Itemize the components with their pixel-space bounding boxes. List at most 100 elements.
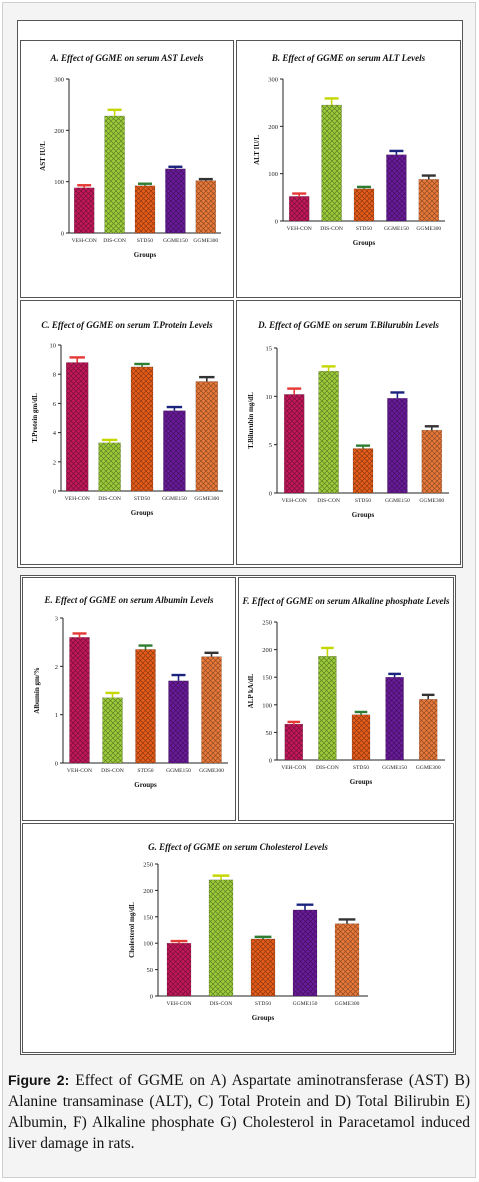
chart-d-ylabel: T.Bilurubin mg/dL	[247, 392, 255, 449]
x-tick-label: GGME300	[419, 498, 444, 504]
chart-a-title: A. Effect of GGME on serum AST Levels	[50, 53, 204, 63]
bar-veh-con	[166, 942, 192, 997]
y-tick-label: 100	[262, 702, 272, 709]
chart-e: E. Effect of GGME on serum Albumin Level…	[33, 595, 228, 789]
y-tick-label: 200	[54, 128, 64, 135]
chart-c-ylabel: T.Protein gm/dL	[31, 393, 39, 443]
x-tick-label: VEH-CON	[67, 768, 92, 774]
bar-ggme300	[418, 179, 440, 222]
bar-ggme150	[385, 676, 404, 761]
x-tick-label: GGME300	[416, 765, 441, 771]
x-tick-label: VEH-CON	[281, 765, 306, 771]
bar-ggme300	[195, 381, 219, 492]
bar-std50	[352, 448, 374, 494]
chart-f-ylabel: ALP kA/dL	[247, 673, 255, 708]
chart-e-title: E. Effect of GGME on serum Albumin Level…	[43, 595, 214, 605]
chart-b: B. Effect of GGME on serum ALT Levels 0 10…	[253, 53, 445, 247]
y-tick-label: 200	[262, 647, 272, 654]
panel-d: D. Effect of GGME on serum T.Bilurubin L…	[236, 300, 461, 565]
bar-ggme150	[386, 154, 407, 222]
chart-g: G. Effect of GGME on serum Cholesterol L…	[128, 842, 368, 1022]
x-tick-label: GGME300	[194, 496, 219, 502]
x-tick-label: GGME300	[416, 226, 441, 232]
chart-d: D. Effect of GGME on serum T.Bilurubin L…	[247, 320, 449, 519]
x-tick-label: GGME150	[163, 238, 188, 244]
chart-c-xlabel: Groups	[131, 509, 154, 517]
bar-std50	[353, 188, 375, 222]
chart-d-xlabel: Groups	[352, 511, 375, 519]
bar-ggme300	[418, 699, 438, 761]
x-tick-label: STD50	[137, 238, 153, 244]
x-tick-label: GGME300	[193, 238, 218, 244]
x-tick-label: GGME150	[382, 765, 407, 771]
y-tick-label: 1	[55, 712, 58, 719]
bar-ggme300	[201, 656, 222, 764]
x-tick-label: DIS-CON	[210, 1001, 233, 1007]
x-tick-label: VEH-CON	[287, 226, 312, 232]
bar-ggme150	[165, 168, 186, 234]
x-tick-label: VEH-CON	[166, 1001, 191, 1007]
y-tick-label: 150	[262, 675, 272, 682]
chart-e-xlabel: Groups	[134, 781, 157, 789]
bar-std50	[135, 649, 156, 764]
bar-dis-con	[104, 115, 125, 234]
chart-e-ylabel: Albumin gm/%	[33, 667, 41, 713]
chart-b-ylabel: ALT IU/L	[253, 135, 261, 165]
y-tick-label: 0	[53, 489, 56, 496]
caption-text: Effect of GGME on A) Aspartate aminotran…	[8, 1072, 470, 1152]
chart-b-xlabel: Groups	[353, 239, 376, 247]
chart-a: A. Effect of GGME on serum AST Levels 0 10…	[39, 53, 221, 259]
panel-f: F. Effect of GGME on serum Alkaline phos…	[238, 577, 454, 821]
bar-dis-con	[208, 879, 234, 997]
x-tick-label: STD50	[355, 498, 371, 504]
bar-dis-con	[318, 655, 337, 761]
bar-std50	[130, 366, 154, 492]
panel-a: A. Effect of GGME on serum AST Levels 0 10…	[20, 40, 234, 298]
y-tick-label: 100	[143, 941, 153, 948]
panel-e: E. Effect of GGME on serum Albumin Level…	[22, 577, 236, 821]
y-tick-label: 50	[266, 730, 273, 737]
chart-c: C. Effect of GGME on serum T.Protein Lev…	[31, 320, 223, 517]
bar-veh-con	[284, 723, 304, 761]
chart-g-xlabel: Groups	[252, 1014, 275, 1022]
bar-veh-con	[73, 187, 95, 234]
bar-ggme300	[421, 429, 443, 494]
y-tick-label: 2	[55, 664, 58, 671]
bar-veh-con	[65, 362, 89, 492]
y-tick-label: 300	[268, 77, 278, 84]
bar-std50	[134, 185, 156, 234]
figure-caption: Figure 2: Effect of GGME on A) Aspartate…	[8, 1070, 470, 1154]
y-tick-label: 0	[61, 231, 64, 238]
y-tick-label: 100	[54, 179, 64, 186]
y-tick-label: 200	[268, 124, 278, 131]
x-tick-label: DIS-CON	[317, 498, 340, 504]
y-tick-label: 0	[150, 994, 153, 1001]
chart-f: F. Effect of GGME on serum Alkaline phos…	[241, 596, 450, 786]
x-tick-label: STD50	[137, 768, 153, 774]
x-tick-label: DIS-CON	[98, 496, 121, 502]
x-tick-label: VEH-CON	[282, 498, 307, 504]
x-tick-label: GGME300	[335, 1001, 360, 1007]
x-tick-label: VEH-CON	[65, 496, 90, 502]
x-tick-label: VEH-CON	[72, 238, 97, 244]
panel-c: C. Effect of GGME on serum T.Protein Lev…	[20, 300, 234, 565]
y-tick-label: 10	[266, 394, 273, 401]
bar-ggme150	[168, 680, 189, 764]
x-tick-label: GGME300	[199, 768, 224, 774]
x-tick-label: GGME150	[385, 498, 410, 504]
chart-f-title: F. Effect of GGME on serum Alkaline phos…	[241, 596, 450, 606]
chart-a-xlabel: Groups	[134, 251, 157, 259]
x-tick-label: GGME150	[162, 496, 187, 502]
x-tick-label: STD50	[255, 1001, 271, 1007]
bar-veh-con	[69, 637, 90, 764]
y-tick-label: 6	[53, 401, 57, 408]
bar-dis-con	[321, 104, 342, 222]
bar-dis-con	[98, 442, 121, 492]
y-tick-label: 250	[143, 862, 153, 869]
y-tick-label: 0	[55, 761, 58, 768]
y-tick-label: 8	[53, 372, 56, 379]
y-tick-label: 50	[147, 967, 154, 974]
bar-dis-con	[102, 697, 123, 764]
bar-ggme150	[387, 398, 408, 494]
y-tick-label: 3	[55, 616, 58, 623]
